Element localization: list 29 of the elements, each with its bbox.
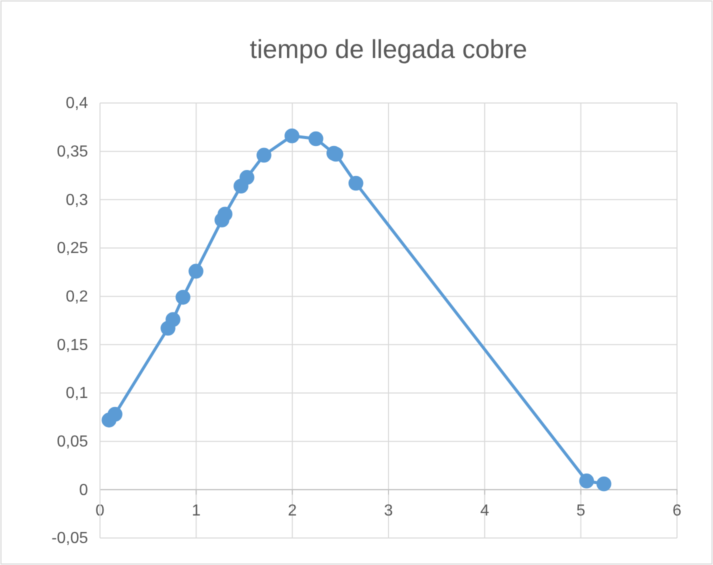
y-tick-label: 0,15 [56,336,88,354]
x-tick-label: 2 [288,502,297,520]
point [348,176,364,191]
point [176,290,190,305]
y-tick-label: -0,05 [52,530,88,548]
point [240,170,254,185]
y-tick-label: 0,05 [56,433,88,450]
y-tick-label: 0 [79,482,88,499]
point [284,128,300,144]
y-tick-label: 0,2 [66,288,88,306]
x-tick-label: 4 [480,502,490,520]
point [166,312,180,327]
point [256,148,272,163]
point [108,406,122,422]
chart-title: tiempo de llegada cobre [250,34,528,64]
x-tick-label: 6 [672,502,682,520]
y-tick-label: 0,4 [66,95,88,112]
point [596,476,612,492]
y-tick-label: 0,35 [56,143,88,160]
point [218,206,232,222]
point [188,264,204,279]
y-tick-label: 0,3 [66,192,88,209]
point [579,474,594,488]
x-tick-label: 3 [384,502,394,520]
point [308,131,324,146]
x-tick-label: 5 [576,502,586,520]
y-tick-label: 0,25 [56,240,88,258]
x-tick-label: 1 [192,502,201,520]
y-tick-label: 0,1 [66,385,88,402]
